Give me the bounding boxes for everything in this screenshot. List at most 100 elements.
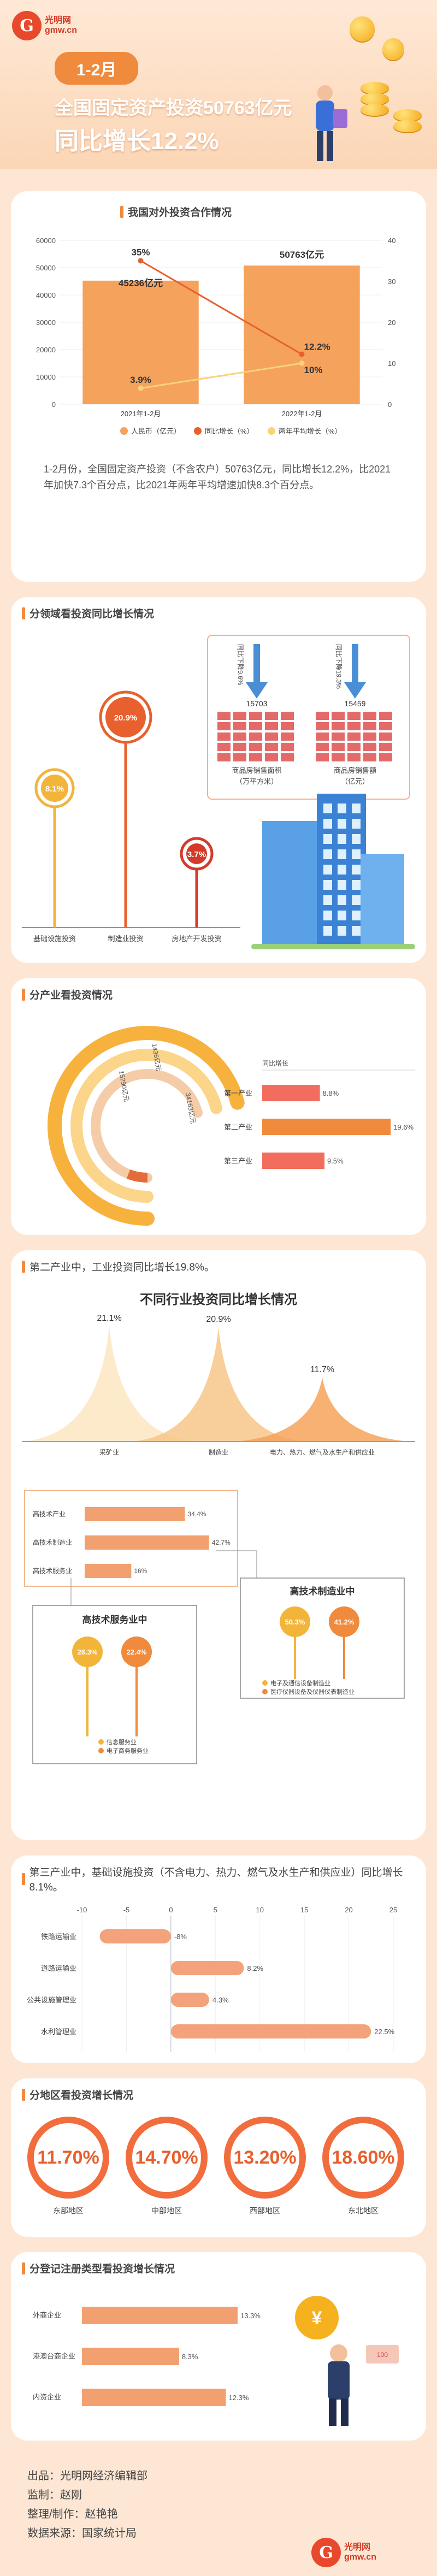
ground-illustration xyxy=(251,944,415,949)
period-pill: 1-2月 xyxy=(55,52,139,85)
sector-bar xyxy=(262,1153,324,1169)
section6-title-text: 分地区看投资增长情况 xyxy=(29,2090,134,2101)
industry-arc-highlight xyxy=(126,1169,148,1183)
yuan-symbol: ¥ xyxy=(312,2308,322,2329)
y-tick-left: 60000 xyxy=(36,237,56,245)
x-tick-label: 0 xyxy=(169,1906,173,1914)
service-value: 22.4% xyxy=(127,1648,147,1656)
region-value: 18.60% xyxy=(332,2147,395,2168)
house-icon xyxy=(379,722,392,730)
data-label: 45236亿元 xyxy=(119,277,163,288)
y-tick-left: 10000 xyxy=(36,373,56,381)
lollipop-head xyxy=(41,775,68,802)
section7-title-text: 分登记注册类型看投资增长情况 xyxy=(29,2264,175,2275)
industry-arc xyxy=(91,1069,203,1183)
bar xyxy=(244,265,360,404)
category-label: 水利管理业 xyxy=(41,2028,76,2036)
reg-value: 12.3% xyxy=(229,2394,249,2402)
bar xyxy=(170,1961,244,1975)
industry-peak xyxy=(131,1327,306,1441)
footer-logo-text-bottom: gmw.cn xyxy=(344,2553,376,2562)
industry-value: 21.1% xyxy=(97,1314,121,1323)
house-icon xyxy=(363,743,376,751)
logo-text-top: 光明网 xyxy=(45,16,72,26)
credit-producer: 出品：光明网经济编辑部 xyxy=(27,2470,147,2482)
data-label: 8.2% xyxy=(247,1964,263,1972)
coin-icon xyxy=(295,2296,339,2339)
house-icon xyxy=(265,743,278,751)
region-name: 中部地区 xyxy=(151,2206,182,2215)
building-window xyxy=(323,819,332,829)
sector-header: 同比增长 xyxy=(262,1060,288,1067)
sector-label: 第三产业 xyxy=(224,1157,252,1165)
house-icon xyxy=(217,732,231,741)
category-label: 道路运输业 xyxy=(41,1964,76,1972)
bar xyxy=(170,1993,209,2007)
y-tick-left: 40000 xyxy=(36,291,56,299)
lollipop-value: 20.9% xyxy=(114,713,138,723)
section4-title: 不同行业投资同比增长情况 xyxy=(140,1292,297,1307)
region-name: 西部地区 xyxy=(250,2206,280,2215)
headline-line1: 全国固定资产投资50763亿元 xyxy=(55,98,292,119)
data-label: 4.3% xyxy=(212,1996,229,2004)
x-tick-label: 2022年1-2月 xyxy=(282,410,322,418)
infrastructure-bar-chart: -10 -5 0 5 10 15 20 25 铁路运输业 -8% 道路运输业 8.2% 公共设施管理业 4… xyxy=(27,1906,397,2052)
footer-logo[interactable]: G 光明网 gmw.cn xyxy=(311,2538,376,2567)
region-ring-west: 13.20% xyxy=(224,2117,306,2199)
region-ring-east: 11.70% xyxy=(27,2117,109,2199)
industry-value: 20.9% xyxy=(206,1315,231,1324)
tech-row-label: 高技术服务业 xyxy=(33,1567,72,1575)
gmw-logo[interactable]: G 光明网 gmw.cn xyxy=(12,11,77,40)
service-legend-swatch xyxy=(98,1739,104,1745)
building-window xyxy=(323,895,332,905)
industry-peak xyxy=(235,1378,410,1441)
legend-swatch xyxy=(268,427,275,435)
house-icon xyxy=(233,743,246,751)
building-window xyxy=(323,911,332,920)
y-tick-left: 0 xyxy=(52,400,56,409)
manuf-value: 50.3% xyxy=(285,1618,305,1626)
building-window xyxy=(323,865,332,875)
industry-arc xyxy=(70,1049,222,1203)
building-window xyxy=(323,926,332,936)
data-label: 22.5% xyxy=(374,2028,394,2036)
reg-label: 外商企业 xyxy=(33,2311,61,2319)
manuf-legend-swatch xyxy=(262,1680,268,1686)
manuf-head xyxy=(329,1606,359,1637)
y-tick-left: 30000 xyxy=(36,318,56,327)
house-icon xyxy=(281,722,294,730)
legend-swatch xyxy=(194,427,202,435)
house-icon xyxy=(233,722,246,730)
series-line xyxy=(140,362,302,389)
person-illustration xyxy=(316,85,347,161)
building-window xyxy=(352,895,361,905)
house-icon xyxy=(233,712,246,720)
sector-label: 第一产业 xyxy=(224,1089,252,1097)
service-value: 26.3% xyxy=(78,1648,98,1656)
reg-bar xyxy=(82,2307,238,2324)
x-tick-label: 25 xyxy=(389,1906,397,1914)
credit-supervisor: 监制：赵刚 xyxy=(27,2489,82,2501)
reg-value: 8.3% xyxy=(182,2353,198,2361)
building-window xyxy=(323,803,332,813)
section5-note-text: 第三产业中，基础设施投资（不含电力、热力、燃气及水生产和供应业）同比增长8.1%… xyxy=(29,1867,403,1893)
service-head xyxy=(121,1636,152,1667)
section-industry-growth: 第二产业中，工业投资同比增长19.8%。 不同行业投资同比增长情况 21.1% 采… xyxy=(11,1250,426,1840)
down-arrow-shaft xyxy=(253,644,260,682)
house-icon xyxy=(217,722,231,730)
building-window xyxy=(352,834,361,844)
house-icon xyxy=(281,732,294,741)
down-arrow-shaft xyxy=(352,644,358,682)
data-label: 12.2% xyxy=(304,342,330,352)
house-icon xyxy=(316,722,329,730)
man-leg-illustration xyxy=(341,2398,349,2426)
tech-value: 42.7% xyxy=(212,1539,231,1546)
house-icon xyxy=(379,732,392,741)
house-icon xyxy=(265,732,278,741)
region-ring-central: 14.70% xyxy=(126,2117,208,2199)
reg-bar xyxy=(82,2348,179,2365)
series-point xyxy=(138,385,144,391)
tech-value: 34.4% xyxy=(187,1510,206,1518)
y-tick-left: 50000 xyxy=(36,264,56,272)
